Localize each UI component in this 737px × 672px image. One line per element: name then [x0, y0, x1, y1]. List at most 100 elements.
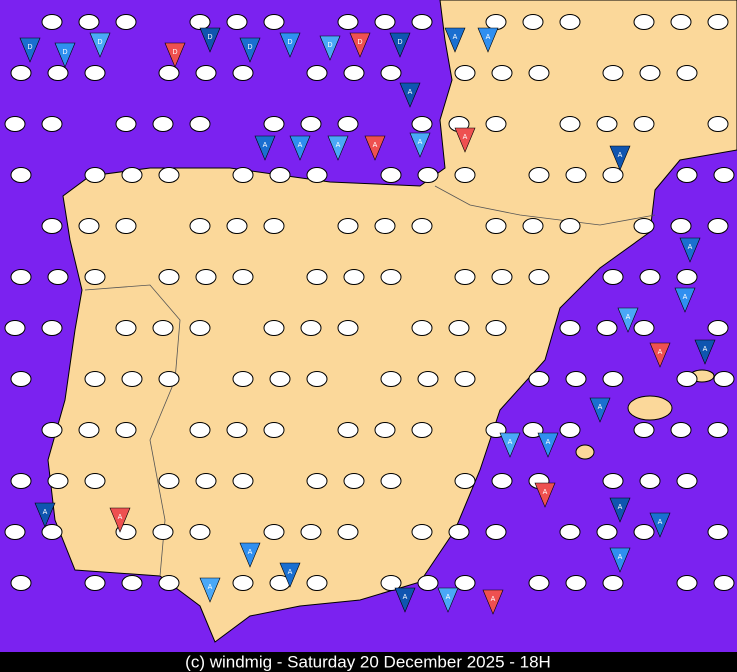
calm-marker	[633, 116, 655, 132]
calm-marker	[152, 524, 174, 540]
wind-label: A	[408, 89, 413, 96]
wind-arrow	[34, 502, 56, 528]
wind-label: A	[618, 554, 623, 561]
calm-marker	[189, 14, 211, 30]
wind-label: A	[543, 489, 548, 496]
calm-marker	[78, 422, 100, 438]
calm-marker	[78, 218, 100, 234]
calm-marker	[41, 218, 63, 234]
calm-marker	[633, 14, 655, 30]
wind-label: A	[208, 584, 213, 591]
calm-marker	[491, 65, 513, 81]
calm-marker	[417, 167, 439, 183]
calm-marker	[189, 218, 211, 234]
calm-marker	[158, 371, 180, 387]
calm-marker	[380, 575, 402, 591]
calm-marker	[10, 575, 32, 591]
wind-marker: D	[319, 35, 341, 61]
calm-marker	[639, 65, 661, 81]
calm-marker	[454, 473, 476, 489]
wind-label: A	[403, 594, 408, 601]
calm-marker	[337, 524, 359, 540]
calm-marker	[485, 320, 507, 336]
wind-label: D	[62, 49, 67, 56]
wind-marker: A	[694, 339, 716, 365]
calm-marker	[485, 524, 507, 540]
calm-marker	[670, 14, 692, 30]
calm-marker	[491, 269, 513, 285]
calm-marker	[411, 524, 433, 540]
wind-label: A	[463, 134, 468, 141]
wind-label: D	[207, 34, 212, 41]
calm-marker	[300, 320, 322, 336]
calm-marker	[158, 167, 180, 183]
calm-marker	[195, 65, 217, 81]
wind-arrow	[279, 32, 301, 58]
calm-marker	[47, 65, 69, 81]
calm-marker	[300, 524, 322, 540]
calm-marker	[226, 14, 248, 30]
wind-marker: A	[394, 587, 416, 613]
calm-marker	[559, 116, 581, 132]
wind-label: A	[486, 34, 491, 41]
wind-marker: A	[399, 82, 421, 108]
wind-arrow	[477, 27, 499, 53]
calm-marker	[306, 167, 328, 183]
calm-marker	[78, 14, 100, 30]
wind-arrow	[444, 27, 466, 53]
wind-label: A	[598, 404, 603, 411]
wind-marker: A	[534, 482, 556, 508]
calm-marker	[417, 575, 439, 591]
calm-marker	[232, 371, 254, 387]
calm-marker	[676, 167, 698, 183]
calm-marker	[121, 167, 143, 183]
wind-label: A	[263, 142, 268, 149]
wind-label: A	[118, 514, 123, 521]
calm-marker	[4, 116, 26, 132]
calm-marker	[522, 218, 544, 234]
calm-marker	[633, 320, 655, 336]
wind-arrow	[617, 307, 639, 333]
calm-marker	[232, 65, 254, 81]
wind-label: A	[618, 504, 623, 511]
calm-markers	[4, 14, 735, 591]
wind-label: A	[546, 439, 551, 446]
wind-arrow	[437, 587, 459, 613]
wind-label: A	[288, 569, 293, 576]
wind-label: A	[683, 294, 688, 301]
calm-marker	[454, 371, 476, 387]
wind-marker: A	[477, 27, 499, 53]
wind-arrow	[319, 35, 341, 61]
wind-arrow	[239, 542, 261, 568]
calm-marker	[10, 65, 32, 81]
wind-label: A	[626, 314, 631, 321]
calm-marker	[602, 371, 624, 387]
wind-arrow	[364, 135, 386, 161]
calm-marker	[306, 371, 328, 387]
calm-marker	[380, 269, 402, 285]
calm-marker	[713, 371, 735, 387]
wind-label: D	[27, 44, 32, 51]
calm-marker	[411, 116, 433, 132]
wind-marker: D	[54, 42, 76, 68]
wind-label: A	[373, 142, 378, 149]
wind-arrow	[399, 82, 421, 108]
wind-arrow	[694, 339, 716, 365]
calm-marker	[41, 524, 63, 540]
calm-marker	[596, 320, 618, 336]
wind-marker: A	[537, 432, 559, 458]
calm-marker	[374, 14, 396, 30]
calm-marker	[337, 116, 359, 132]
wind-marker: A	[109, 507, 131, 533]
calm-marker	[491, 473, 513, 489]
calm-marker	[195, 269, 217, 285]
calm-marker	[158, 65, 180, 81]
calm-marker	[707, 524, 729, 540]
calm-marker	[380, 65, 402, 81]
calm-marker	[559, 422, 581, 438]
wind-marker: A	[499, 432, 521, 458]
wind-marker: A	[364, 135, 386, 161]
calm-marker	[41, 14, 63, 30]
calm-marker	[189, 320, 211, 336]
calm-marker	[417, 371, 439, 387]
